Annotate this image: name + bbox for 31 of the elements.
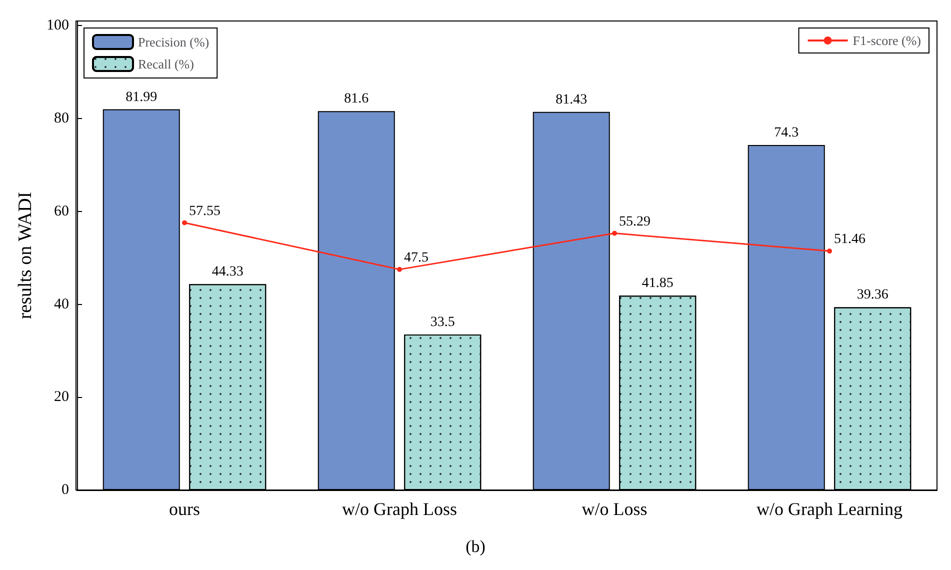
- x-tick-label: w/o Graph Learning: [756, 499, 902, 519]
- y-tick-label: 20: [54, 389, 69, 406]
- data-label: 33.5: [430, 314, 455, 330]
- legend-label: Precision (%): [138, 34, 210, 50]
- legend-label: Recall (%): [138, 56, 194, 72]
- data-label: 39.36: [856, 288, 888, 303]
- data-label: 47.5: [404, 250, 428, 266]
- data-label: 51.46: [834, 232, 866, 248]
- point: [182, 220, 187, 226]
- y-tick-label: 80: [54, 110, 69, 127]
- data-label: 81.6: [344, 92, 369, 107]
- point: [827, 248, 832, 254]
- y-tick-label: 0: [62, 482, 69, 498]
- data-label: 41.85: [642, 276, 674, 292]
- data-label: 81.43: [556, 92, 588, 108]
- x-tick-label: ours: [169, 499, 200, 519]
- x-tick-label: w/o Loss: [582, 499, 648, 519]
- y-tick-label: 60: [54, 203, 69, 220]
- data-label: 57.55: [189, 204, 220, 219]
- text: (b): [466, 537, 486, 556]
- y-axis-title: results on WADI: [15, 192, 36, 320]
- data-label: 55.29: [619, 214, 650, 230]
- data-label: 44.33: [212, 264, 244, 280]
- x-tick-label: w/o Graph Loss: [342, 499, 457, 519]
- data-label: 74.3: [774, 125, 799, 140]
- point: [397, 266, 402, 272]
- y-tick-label: 100: [46, 18, 69, 34]
- legend-label: F1-score (%): [852, 33, 922, 48]
- y-tick-label: 40: [54, 296, 69, 312]
- data-label: 81.99: [126, 90, 158, 105]
- point: [612, 230, 617, 236]
